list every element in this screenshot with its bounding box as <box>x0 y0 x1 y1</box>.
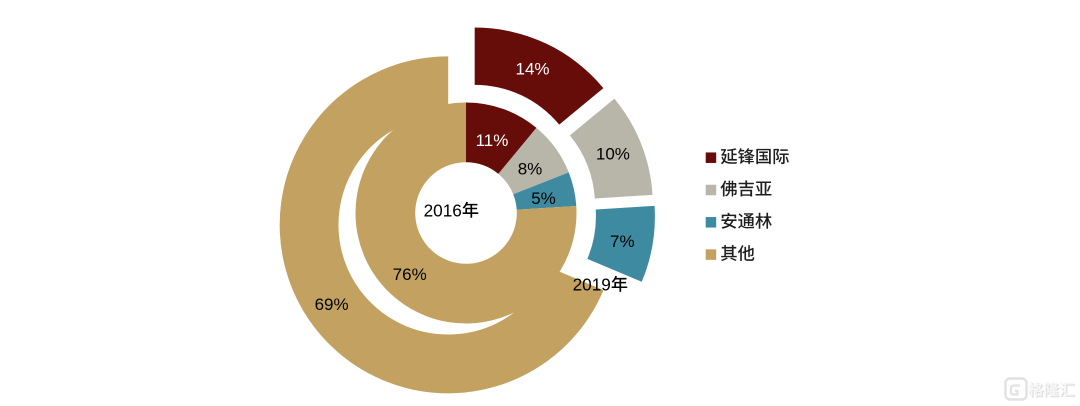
svg-text:7%: 7% <box>610 232 635 251</box>
svg-text:69%: 69% <box>315 295 349 314</box>
svg-text:2016: 2016 <box>424 200 462 220</box>
svg-text:2019: 2019 <box>573 274 611 294</box>
svg-text:76%: 76% <box>393 265 427 284</box>
svg-text:14%: 14% <box>515 60 549 79</box>
svg-text:5%: 5% <box>531 189 556 208</box>
svg-text:8%: 8% <box>518 159 543 178</box>
svg-text:11%: 11% <box>476 131 509 150</box>
svg-text:10%: 10% <box>596 144 630 163</box>
